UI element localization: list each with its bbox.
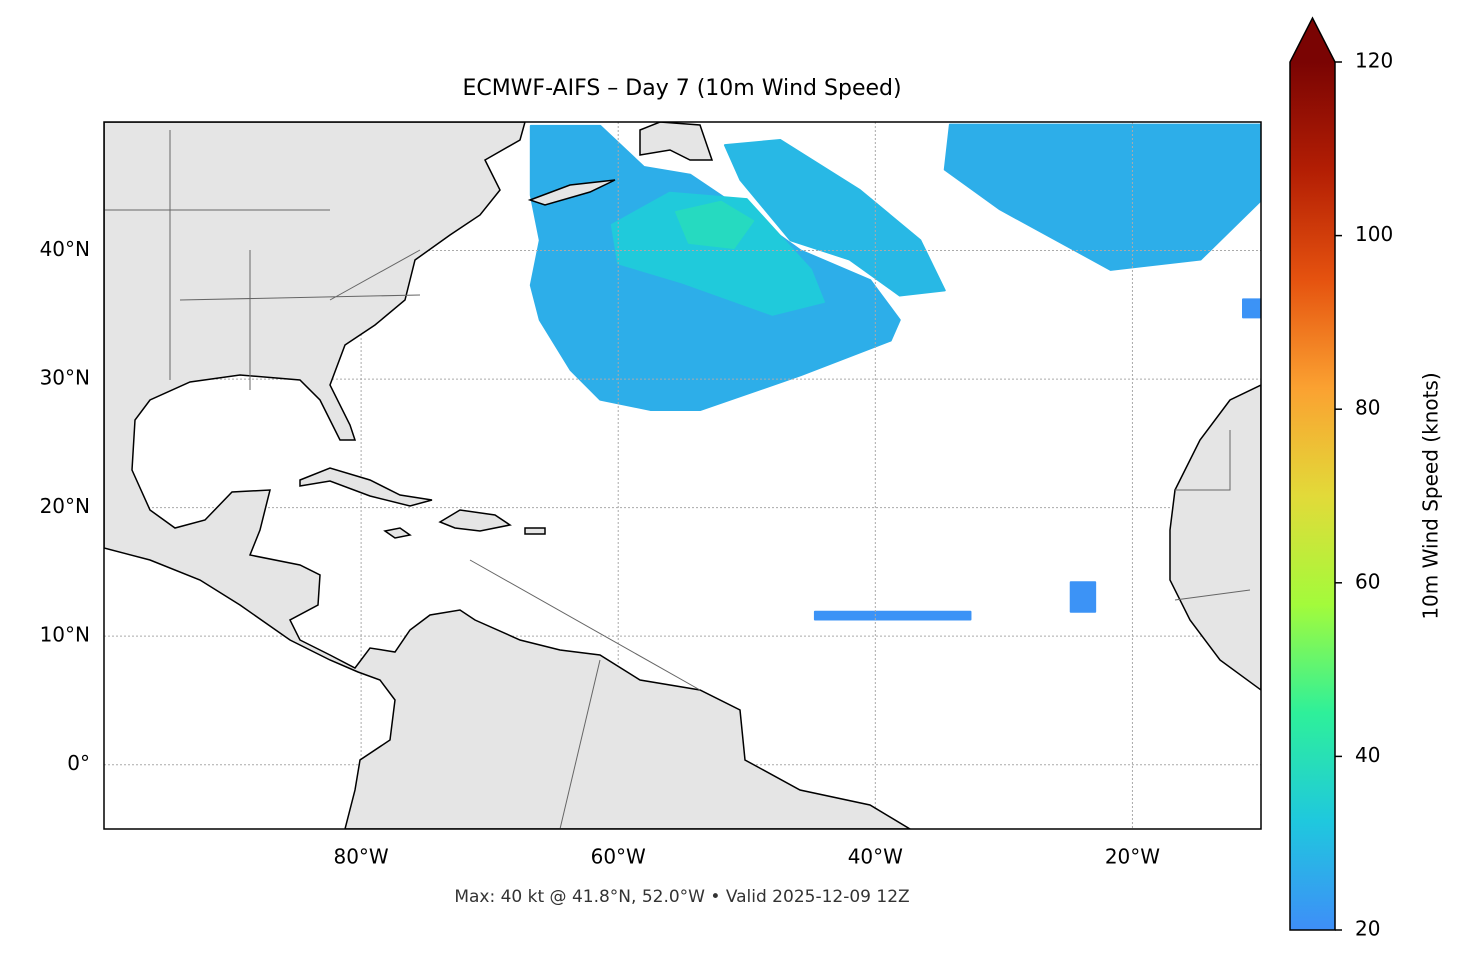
africa bbox=[1169, 384, 1261, 691]
y-tick-label: 40°N bbox=[40, 237, 90, 261]
wind-area bbox=[1069, 581, 1097, 613]
borders bbox=[104, 130, 1251, 829]
chart-title: ECMWF-AIFS – Day 7 (10m Wind Speed) bbox=[462, 76, 901, 101]
x-tick-label: 40°W bbox=[848, 845, 903, 869]
wind-field bbox=[529, 123, 1261, 621]
colorbar: 20 40 60 80 100 120 10m Wind Speed (knots) bbox=[1289, 16, 1443, 941]
colorbar-extend bbox=[1290, 18, 1335, 62]
axes-frame bbox=[103, 121, 1262, 830]
newfoundland bbox=[639, 122, 714, 161]
wind-area bbox=[813, 610, 972, 621]
wind-area bbox=[1242, 298, 1261, 319]
x-tick-label: 80°W bbox=[333, 845, 388, 869]
colorbar-tick-label: 60 bbox=[1355, 569, 1380, 593]
colorbar-tick-label: 100 bbox=[1355, 222, 1393, 246]
colorbar-tick-label: 120 bbox=[1355, 49, 1393, 73]
colorbar-frame bbox=[1289, 16, 1336, 931]
americas bbox=[104, 122, 912, 829]
wind-area bbox=[610, 191, 825, 316]
puerto-rico bbox=[524, 527, 546, 535]
colorbar-tick-label: 80 bbox=[1355, 396, 1380, 420]
hispaniola bbox=[438, 509, 512, 532]
plot-area bbox=[104, 122, 1261, 829]
nova-scotia bbox=[527, 179, 616, 206]
y-tick-label: 0° bbox=[67, 751, 90, 775]
colorbar-tick-label: 40 bbox=[1355, 743, 1380, 767]
y-tick-label: 10°N bbox=[40, 623, 90, 647]
wind-area bbox=[723, 138, 946, 297]
cuba bbox=[299, 467, 433, 507]
land bbox=[104, 122, 1261, 829]
colorbar-gradient bbox=[1290, 62, 1335, 930]
y-tick-label: 20°N bbox=[40, 494, 90, 518]
y-tick-label: 30°N bbox=[40, 366, 90, 390]
x-tick-label: 60°W bbox=[591, 845, 646, 869]
footer-note: Max: 40 kt @ 41.8°N, 52.0°W • Valid 2025… bbox=[454, 887, 909, 907]
colorbar-label: 10m Wind Speed (knots) bbox=[1419, 372, 1443, 619]
ticks: 80°W 60°W 40°W 20°W 0° 10°N 20°N 30°N 40°N bbox=[40, 237, 1161, 868]
colorbar-tick-label: 20 bbox=[1355, 917, 1380, 941]
wind-area bbox=[943, 123, 1261, 271]
jamaica bbox=[383, 527, 412, 539]
x-tick-label: 20°W bbox=[1105, 845, 1160, 869]
wind-area bbox=[675, 200, 755, 249]
